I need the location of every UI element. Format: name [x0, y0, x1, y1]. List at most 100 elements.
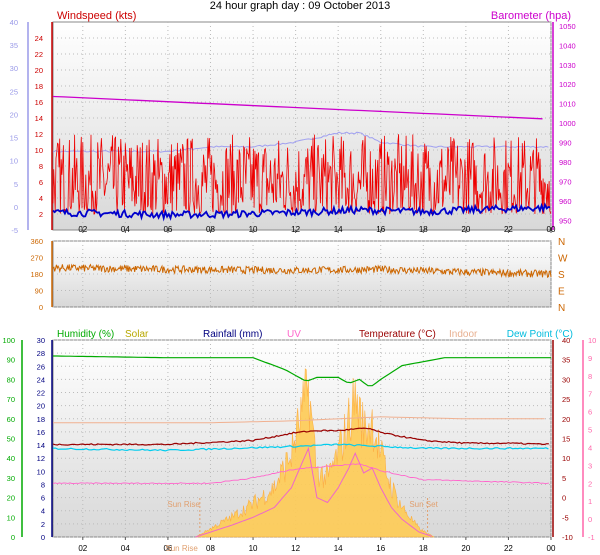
wind-axis-tick-label: 20	[35, 66, 43, 75]
barometer-axis-tick-label: 1000	[559, 119, 576, 128]
temp-axis-tick-label: 10	[562, 454, 570, 463]
barometer-axis-tick-label: 1040	[559, 41, 576, 50]
thermo-panel-x-tick-label: 20	[461, 544, 470, 553]
dew-point-line	[53, 443, 549, 452]
temp-axis-tick-label: 25	[562, 395, 570, 404]
wind-label: Windspeed (kts)	[57, 10, 136, 22]
barometer-axis-tick-label: 950	[559, 216, 572, 225]
average-wind-line	[52, 202, 551, 222]
humidity-axis-tick-label: 70	[7, 395, 15, 404]
rain-axis-tick-label: 22	[37, 389, 45, 398]
humidity-axis-tick-label: 100	[2, 336, 15, 345]
wind-panel-x-tick-label: 08	[206, 225, 215, 234]
wind-axis-tick-label: 18	[35, 82, 43, 91]
temperature-axis-tick-label: 40	[10, 18, 18, 27]
wind-axis-tick-label: 16	[35, 98, 43, 107]
uv-axis-tick-label: 1	[588, 497, 592, 506]
uv-axis-tick-label: 3	[588, 461, 592, 470]
direction-axis-tick-label: 180	[30, 270, 43, 279]
thermo-panel-x-tick-label: 22	[504, 544, 513, 553]
humidity-axis-tick-label: 20	[7, 494, 15, 503]
barometer-axis-tick-label: 980	[559, 158, 572, 167]
sunset-label: Sun Set	[409, 500, 438, 509]
rain-axis-tick-label: 18	[37, 415, 45, 424]
humidity-label: Humidity (%)	[57, 329, 114, 340]
rain-axis-tick-label: 12	[37, 454, 45, 463]
wind-axis-tick-label: 10	[35, 146, 43, 155]
temp-axis-tick-label: -5	[562, 513, 569, 522]
temperature-axis-tick-label: 20	[10, 110, 18, 119]
direction-line	[52, 263, 552, 279]
wind-axis-tick-label: 14	[35, 114, 43, 123]
rain-axis-tick-label: 8	[41, 480, 45, 489]
temp-axis-tick-label: 20	[562, 415, 570, 424]
barometer-axis-tick-label: 970	[559, 177, 572, 186]
wind-axis-tick-label: 22	[35, 50, 43, 59]
thermo-panel-x-tick-label: 10	[249, 544, 258, 553]
wind-panel-x-tick-label: 20	[461, 225, 470, 234]
uv-axis-tick-label: 8	[588, 372, 592, 381]
humidity-axis-tick-label: 60	[7, 415, 15, 424]
direction-axis-tick-label: 90	[35, 287, 43, 296]
direction-axis-tick-label: 270	[30, 254, 43, 263]
humidity-axis-tick-label: 90	[7, 356, 15, 365]
wind-panel-x-tick-label: 02	[78, 225, 87, 234]
thermo-panel-x-tick-label: 02	[78, 544, 87, 553]
temperature-axis-tick-label: 15	[10, 134, 18, 143]
temperature-axis-tick-label: 10	[10, 157, 18, 166]
rain-axis-tick-label: 24	[37, 375, 45, 384]
temperature-axis-tick-label: 35	[10, 41, 18, 50]
rain-axis-tick-label: 26	[37, 362, 45, 371]
compass-label: W	[558, 254, 568, 265]
humidity-axis-tick-label: 0	[11, 533, 15, 542]
sunrise-label: Sun Rise	[167, 500, 200, 509]
uv-axis-tick-label: 4	[588, 443, 592, 452]
temp-axis-tick-label: 35	[562, 356, 570, 365]
rain-axis-tick-label: 28	[37, 349, 45, 358]
rain-axis-tick-label: 4	[41, 507, 45, 516]
rain-axis-tick-label: 14	[37, 441, 45, 450]
temperature-axis-tick-label: 5	[14, 180, 18, 189]
indoor-label: Indoor	[449, 329, 478, 340]
temperature-axis-tick-label: 25	[10, 87, 18, 96]
uv-axis-tick-label: 10	[588, 336, 596, 345]
indoor-line	[53, 416, 545, 424]
temp-axis-tick-label: 0	[562, 494, 566, 503]
thermo-panel-x-tick-label: 16	[376, 544, 385, 553]
wind-panel-x-tick-label: 14	[334, 225, 343, 234]
wind-axis-tick-label: 2	[39, 210, 43, 219]
rain-axis-tick-label: 6	[41, 494, 45, 503]
thermo-panel-x-tick-label: 08	[206, 544, 215, 553]
uv-label: UV	[287, 329, 301, 340]
temp-axis-tick-label: 5	[562, 474, 566, 483]
direction-axis-tick-label: 360	[30, 237, 43, 246]
rain-axis-tick-label: 10	[37, 467, 45, 476]
temp-axis-tick-label: -10	[562, 533, 573, 542]
barometer-axis-tick-label: 1020	[559, 80, 576, 89]
wind-axis-tick-label: 6	[39, 178, 43, 187]
compass-label: N	[558, 237, 565, 248]
barometer-axis-tick-label: 1030	[559, 61, 576, 70]
temperature-axis-tick-label: -5	[11, 226, 18, 235]
temperature-trace-line	[52, 131, 549, 153]
compass-label: N	[558, 303, 565, 314]
barometer-label: Barometer (hpa)	[491, 10, 571, 22]
humidity-line	[53, 355, 551, 387]
rain-axis-tick-label: 16	[37, 428, 45, 437]
temperature-axis-tick-label: 0	[14, 203, 18, 212]
wind-panel-x-tick-label: 06	[163, 225, 172, 234]
uv-axis-tick-label: 5	[588, 426, 592, 435]
compass-label: S	[558, 270, 565, 281]
uv-line	[195, 446, 432, 538]
humidity-axis-tick-label: 80	[7, 375, 15, 384]
wind-panel-x-tick-label: 22	[504, 225, 513, 234]
temperature-label: Temperature (°C)	[359, 329, 436, 340]
thermo-panel-x-tick-label: 04	[121, 544, 130, 553]
uv-trace-line	[52, 463, 549, 485]
humidity-axis-tick-label: 30	[7, 474, 15, 483]
thermo-panel-x-tick-label: 00	[547, 544, 556, 553]
thermo-panel-x-tick-label: 06	[163, 544, 172, 553]
barometer-axis-tick-label: 990	[559, 139, 572, 148]
rain-axis-tick-label: 20	[37, 402, 45, 411]
